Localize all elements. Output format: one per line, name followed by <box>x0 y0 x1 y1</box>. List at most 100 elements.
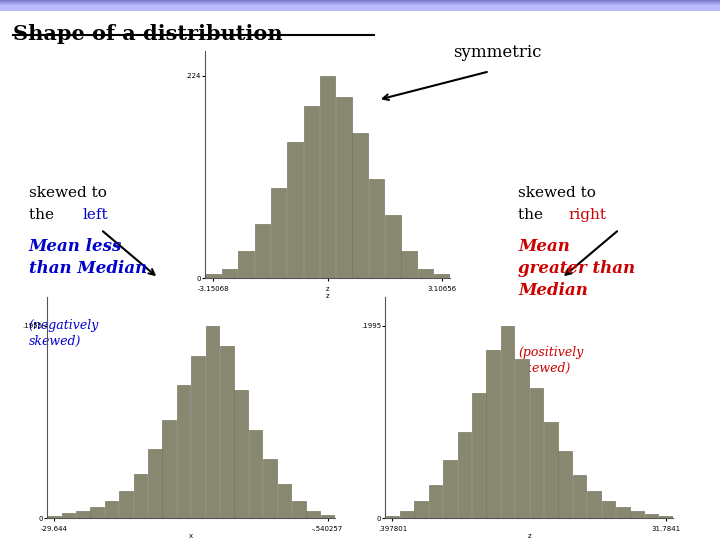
Bar <box>353 133 368 278</box>
Bar <box>0 4 720 9</box>
Bar <box>235 390 248 518</box>
Bar <box>336 97 351 278</box>
Bar <box>444 461 457 518</box>
Bar <box>0 2 720 8</box>
Bar <box>0 4 720 10</box>
Bar <box>588 491 601 518</box>
Bar <box>249 430 262 518</box>
Bar <box>0 3 720 9</box>
Bar <box>76 510 89 518</box>
Text: left: left <box>83 208 109 222</box>
Text: skewed to: skewed to <box>29 186 107 200</box>
Bar <box>0 4 720 10</box>
Bar <box>0 1 720 6</box>
Bar <box>0 3 720 9</box>
Bar <box>0 4 720 9</box>
Bar <box>559 451 572 518</box>
Bar <box>0 1 720 6</box>
X-axis label: x: x <box>189 534 193 539</box>
Bar <box>0 0 720 5</box>
Bar <box>0 3 720 8</box>
Bar <box>434 274 449 278</box>
Bar <box>0 2 720 8</box>
Bar <box>0 4 720 9</box>
Bar <box>0 5 720 11</box>
Bar <box>307 510 320 518</box>
Text: right: right <box>569 208 607 222</box>
Bar <box>134 474 148 518</box>
Bar <box>0 1 720 6</box>
Text: (positively
skewed): (positively skewed) <box>518 346 584 375</box>
Bar <box>631 511 644 518</box>
Bar <box>530 388 544 518</box>
Bar <box>0 2 720 7</box>
Bar <box>0 2 720 7</box>
Bar <box>0 1 720 6</box>
Bar <box>206 274 221 278</box>
Bar <box>0 3 720 8</box>
Bar <box>369 179 384 278</box>
Bar <box>429 484 442 518</box>
Bar <box>0 0 720 5</box>
Bar <box>271 188 287 278</box>
Bar <box>0 2 720 7</box>
Bar <box>0 5 720 10</box>
Bar <box>0 3 720 9</box>
Bar <box>0 4 720 10</box>
Bar <box>0 0 720 5</box>
Bar <box>0 0 720 5</box>
X-axis label: z: z <box>527 534 531 539</box>
Bar <box>0 4 720 10</box>
Bar <box>400 511 414 518</box>
Bar <box>0 1 720 6</box>
Bar <box>0 1 720 6</box>
Bar <box>0 5 720 11</box>
Bar <box>458 431 472 518</box>
Bar <box>487 349 500 518</box>
Bar <box>0 3 720 8</box>
Bar <box>0 2 720 8</box>
Bar <box>0 1 720 6</box>
Bar <box>0 2 720 8</box>
Bar <box>148 449 162 518</box>
Bar <box>0 3 720 8</box>
Bar <box>0 2 720 7</box>
Bar <box>255 224 270 278</box>
Bar <box>0 1 720 6</box>
Bar <box>0 1 720 6</box>
Bar <box>0 3 720 9</box>
Bar <box>415 501 428 518</box>
Bar <box>0 0 720 5</box>
Text: the: the <box>29 208 58 222</box>
Bar <box>0 1 720 6</box>
Bar <box>0 4 720 9</box>
Bar <box>0 4 720 9</box>
Bar <box>163 420 176 518</box>
Text: the: the <box>518 208 548 222</box>
Bar <box>48 516 61 518</box>
Bar <box>0 4 720 9</box>
Bar <box>0 5 720 10</box>
Bar <box>0 2 720 8</box>
Bar <box>602 501 615 518</box>
Bar <box>516 359 528 518</box>
Bar <box>0 1 720 6</box>
Bar <box>0 1 720 6</box>
Bar <box>0 2 720 7</box>
Bar <box>0 4 720 10</box>
Bar <box>0 5 720 10</box>
Bar <box>645 514 658 518</box>
Bar <box>573 475 586 518</box>
Bar <box>386 516 400 518</box>
Bar <box>105 501 118 518</box>
Bar <box>0 5 720 10</box>
Bar <box>0 3 720 9</box>
Bar <box>264 460 277 518</box>
Text: (negatively
skewed): (negatively skewed) <box>29 319 99 348</box>
Bar <box>0 3 720 9</box>
Bar <box>0 3 720 8</box>
Bar <box>472 393 486 518</box>
Bar <box>0 3 720 9</box>
Bar <box>62 514 76 518</box>
Bar <box>0 1 720 6</box>
